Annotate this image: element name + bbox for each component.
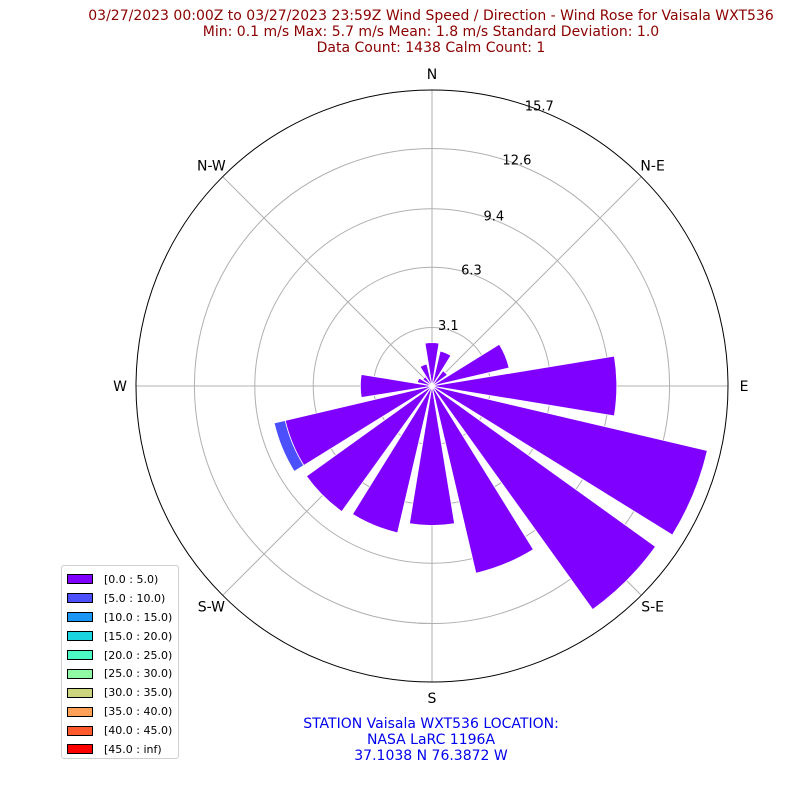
- wind-bar: [273, 419, 305, 472]
- title-line-2: Min: 0.1 m/s Max: 5.7 m/s Mean: 1.8 m/s …: [202, 24, 660, 40]
- legend-label: [40.0 : 45.0): [104, 724, 173, 738]
- direction-label: N-W: [197, 158, 226, 174]
- legend-label: [10.0 : 15.0): [104, 610, 173, 624]
- wind-bar: [431, 343, 510, 387]
- legend-label: [20.0 : 25.0): [104, 648, 173, 662]
- wind-bar: [431, 385, 657, 611]
- wind-bar: [422, 376, 433, 387]
- direction-label: S-W: [198, 600, 225, 616]
- wind-bar: [416, 377, 433, 387]
- grid-spoke: [222, 176, 433, 387]
- grid-spoke: [431, 176, 642, 387]
- direction-label: E: [740, 379, 749, 395]
- legend-swatch: [67, 668, 93, 679]
- legend-item: [25.0 : 30.0): [67, 664, 178, 683]
- wind-bar: [419, 363, 433, 387]
- wind-bar: [359, 373, 433, 399]
- legend-item: [5.0 : 10.0): [67, 589, 178, 608]
- radial-tick-label: 12.6: [502, 154, 531, 169]
- legend-item: [10.0 : 15.0): [67, 608, 178, 627]
- radial-tick-label: 9.4: [483, 209, 504, 224]
- wind-bar: [431, 355, 618, 417]
- legend-item: [40.0 : 45.0): [67, 721, 178, 740]
- legend-label: [5.0 : 10.0): [104, 591, 166, 605]
- wind-bar: [424, 342, 440, 387]
- legend-label: [0.0 : 5.0): [104, 572, 159, 586]
- legend-swatch: [67, 744, 93, 755]
- legend-swatch: [67, 593, 93, 604]
- legend-label: [45.0 : inf): [104, 742, 162, 756]
- legend-item: [35.0 : 40.0): [67, 702, 178, 721]
- wind-bar: [431, 385, 708, 536]
- legend-swatch: [67, 650, 93, 660]
- station-line-2: NASA LaRC 1196A: [366, 732, 496, 748]
- radial-tick-label: 6.3: [461, 263, 482, 278]
- outer-circle: [135, 89, 729, 683]
- legend-item: [45.0 : inf): [67, 740, 178, 759]
- legend-swatch: [67, 574, 93, 585]
- legend-item: [20.0 : 25.0): [67, 646, 178, 665]
- legend-item: [15.0 : 20.0): [67, 627, 178, 646]
- direction-label: N: [427, 67, 437, 83]
- wind-bar: [305, 385, 433, 513]
- legend-label: [35.0 : 40.0): [104, 705, 173, 719]
- title-line-1: 03/27/2023 00:00Z to 03/27/2023 23:59Z W…: [88, 8, 774, 24]
- wind-bar: [431, 385, 534, 574]
- polar-labels: 3.1 6.3 9.4 12.6 15.7 N N-E E S-E S S-W W N-W: [113, 67, 748, 707]
- wind-bar: [431, 370, 448, 387]
- direction-label: S: [428, 691, 437, 707]
- legend-label: [15.0 : 20.0): [104, 629, 173, 643]
- wind-bar: [431, 350, 452, 387]
- radial-tick-label: 15.7: [525, 100, 554, 115]
- legend-swatch: [67, 612, 93, 623]
- direction-label: N-E: [640, 158, 664, 174]
- wind-bar: [408, 385, 456, 526]
- legend-swatch: [67, 725, 93, 736]
- station-line-3: 37.1038 N 76.3872 W: [354, 748, 508, 764]
- wind-rose-bars: [273, 342, 708, 611]
- legend: [0.0 : 5.0) [5.0 : 10.0) [10.0 : 15.0) [15.…: [61, 565, 179, 759]
- legend-label: [25.0 : 30.0): [104, 667, 173, 681]
- radial-tick-label: 3.1: [438, 319, 459, 334]
- wind-bar: [351, 385, 433, 534]
- station-info: STATION Vaisala WXT536 LOCATION: NASA La…: [0, 716, 800, 764]
- legend-item: [0.0 : 5.0): [67, 570, 178, 589]
- legend-swatch: [67, 631, 93, 642]
- title-line-3: Data Count: 1438 Calm Count: 1: [316, 40, 546, 56]
- station-line-1: STATION Vaisala WXT536 LOCATION:: [303, 716, 559, 732]
- chart-title: 03/27/2023 00:00Z to 03/27/2023 23:59Z W…: [0, 8, 800, 56]
- legend-label: [30.0 : 35.0): [104, 686, 173, 700]
- direction-label: S-E: [641, 600, 664, 616]
- legend-swatch: [67, 706, 93, 717]
- direction-label: W: [113, 379, 127, 395]
- legend-item: [30.0 : 35.0): [67, 683, 178, 702]
- legend-swatch: [67, 687, 93, 698]
